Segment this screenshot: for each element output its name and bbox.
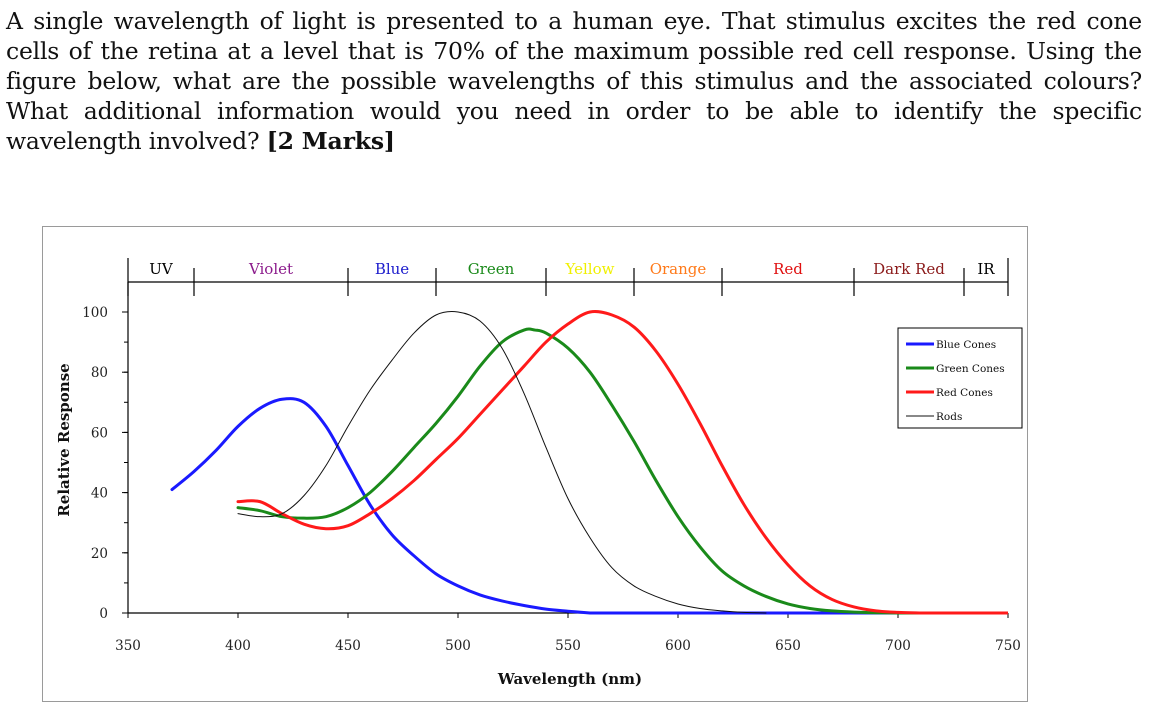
cone-response-figure	[42, 226, 1028, 702]
y-tick-label: 80	[91, 365, 108, 381]
legend-entry: Blue Cones	[936, 339, 996, 351]
x-tick-label: 450	[335, 638, 361, 654]
x-tick-label: 650	[775, 638, 801, 654]
x-tick-label: 400	[225, 638, 251, 654]
band-label-dark-red: Dark Red	[873, 260, 945, 278]
question-body: A single wavelength of light is presente…	[6, 7, 1142, 155]
band-label-red: Red	[773, 260, 803, 278]
x-axis-title: Wavelength (nm)	[497, 670, 642, 688]
x-tick-label: 750	[995, 638, 1021, 654]
legend-entry: Green Cones	[936, 363, 1005, 375]
color-band-header: UV Violet Blue Green Yellow Orange Red Dark Red…	[127, 258, 1009, 296]
x-tick-label: 500	[445, 638, 471, 654]
y-tick-label: 60	[91, 425, 108, 441]
y-tick-label: 40	[91, 486, 108, 502]
y-tick-label: 0	[99, 606, 108, 622]
legend-entry: Rods	[936, 411, 962, 423]
band-label-yellow: Yellow	[565, 260, 615, 278]
response-curves	[170, 309, 1008, 615]
axes: 0 20 40 60 80 100 350 400 450 500 550 600 650 700 750	[82, 282, 1021, 654]
legend-entry: Red Cones	[936, 387, 993, 399]
y-axis-title: Relative Response	[55, 363, 73, 516]
curve-blue-cones	[170, 397, 592, 615]
band-label-uv: UV	[149, 260, 174, 278]
question-text: A single wavelength of light is presente…	[6, 6, 1142, 156]
curve-red-cones	[236, 309, 922, 615]
y-tick-label: 20	[91, 546, 108, 562]
marks-label: [2 Marks]	[266, 127, 395, 155]
y-tick-label: 100	[82, 305, 108, 321]
curve-green-cones	[236, 327, 944, 615]
band-label-blue: Blue	[375, 260, 409, 278]
band-label-violet: Violet	[248, 260, 293, 278]
curve-rods	[237, 311, 767, 614]
band-label-green: Green	[468, 260, 515, 278]
x-tick-label: 550	[555, 638, 581, 654]
legend: Blue Cones Green Cones Red Cones Rods	[897, 327, 1023, 429]
x-tick-label: 600	[665, 638, 691, 654]
x-tick-label: 350	[115, 638, 141, 654]
band-label-orange: Orange	[650, 260, 707, 278]
band-label-ir: IR	[977, 260, 995, 278]
x-tick-label: 700	[885, 638, 911, 654]
